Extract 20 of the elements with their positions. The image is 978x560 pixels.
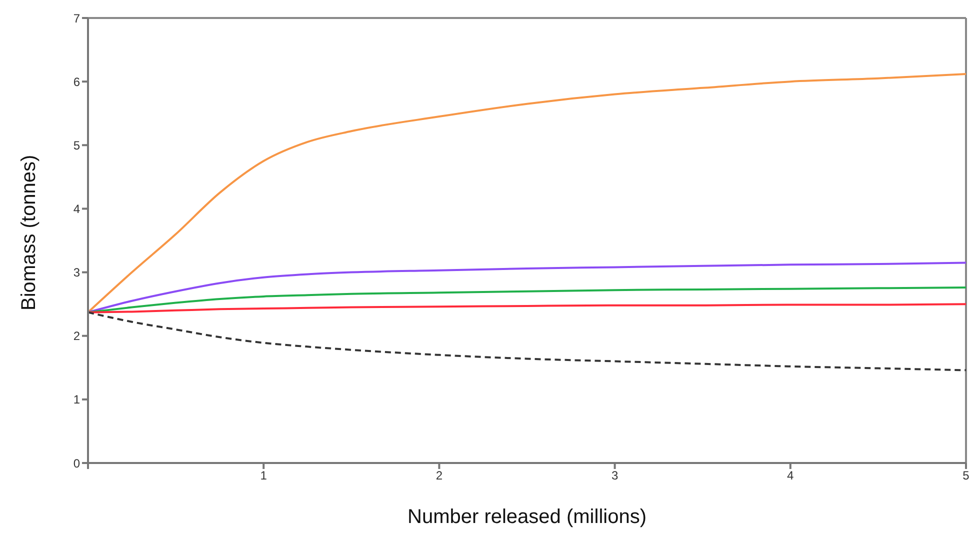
- y-tick-label: 4: [73, 202, 80, 216]
- x-tick-label: 3: [611, 468, 618, 483]
- x-tick-label: 1: [260, 468, 268, 483]
- y-tick-label: 2: [73, 329, 80, 344]
- line-series: [88, 286, 966, 314]
- y-tick-label: 7: [73, 11, 80, 26]
- x-tick-label: 5: [962, 468, 970, 483]
- line-series: [88, 311, 966, 372]
- y-tick-label: 6: [73, 74, 80, 89]
- line-series: [88, 262, 966, 314]
- line-series: [88, 72, 966, 314]
- y-axis-title: Biomass (tonnes): [18, 154, 40, 310]
- y-tick-label: 3: [73, 266, 80, 280]
- x-tick-label: 4: [787, 468, 794, 483]
- line-series: [88, 303, 966, 314]
- y-tick-label: 5: [73, 138, 80, 152]
- y-tick-label: 1: [73, 392, 80, 407]
- x-axis-title: Number released (millions): [408, 506, 646, 528]
- x-tick-label: 2: [436, 468, 443, 483]
- y-tick-label: 0: [73, 456, 80, 470]
